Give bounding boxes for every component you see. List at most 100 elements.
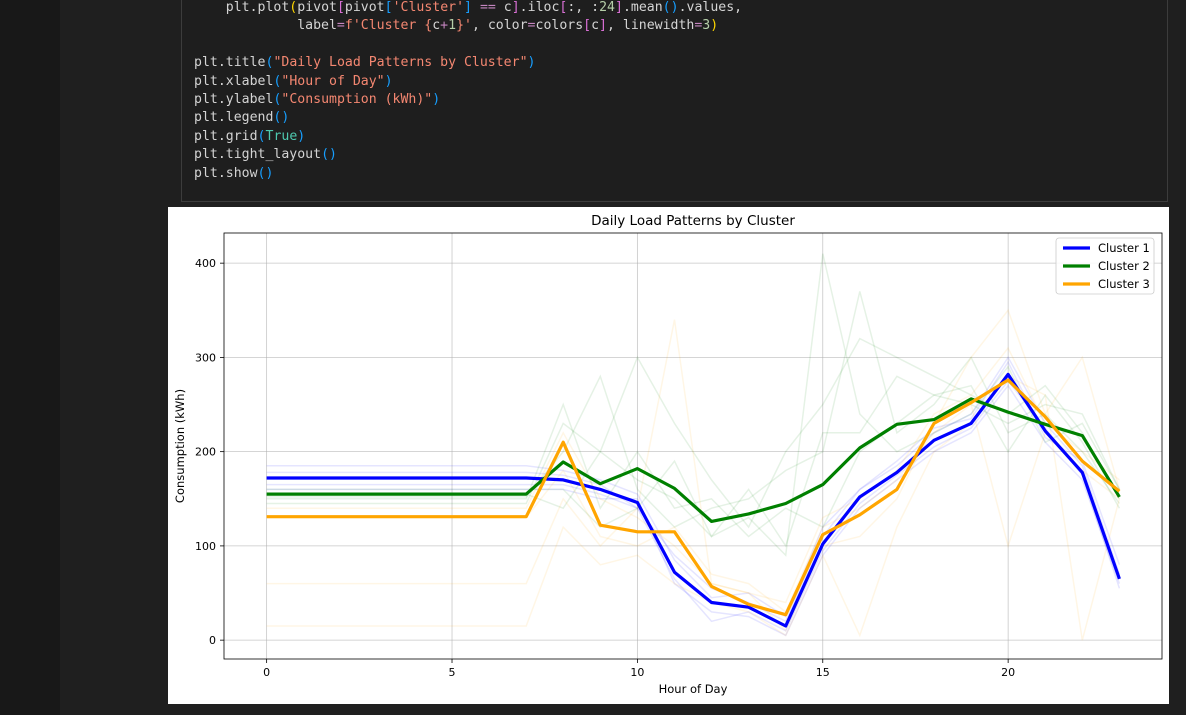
code-token: plot [257, 0, 290, 15]
code-token: ylabel [225, 91, 274, 107]
code-token: 'Cluster' [392, 0, 465, 15]
code-token: True [265, 128, 298, 144]
background-series-line [266, 360, 1121, 618]
background-series-line [266, 346, 1120, 604]
code-token: values, [686, 0, 743, 15]
plot-frame [223, 232, 1163, 660]
legend-label: Cluster 1 [1098, 241, 1150, 255]
code-token: . [217, 55, 226, 71]
code-token: , color [471, 18, 528, 34]
code-token: . [217, 73, 226, 89]
code-token: ( [273, 73, 282, 89]
code-token: ) [432, 91, 441, 107]
code-token: "Consumption (kWh)" [281, 91, 433, 107]
code-token: plt [194, 147, 218, 163]
code-token: . [217, 110, 226, 126]
code-token: . [622, 0, 631, 15]
background-series-line [266, 379, 1121, 632]
code-token: c [495, 0, 512, 15]
code-token: ( [273, 91, 282, 107]
code-token: [ [384, 0, 393, 15]
code-token: tight_layout [225, 147, 322, 163]
x-tick-label: 10 [630, 666, 644, 679]
y-tick-label: 400 [195, 257, 216, 270]
code-token: [ [336, 0, 345, 15]
code-token: . [519, 0, 528, 15]
code-editor[interactable]: plt.plot(pivot[pivot['Cluster'] == c].il… [194, 0, 742, 183]
code-token: colors [535, 18, 584, 34]
code-token: f'Cluster { [344, 18, 433, 34]
code-token: }' [456, 18, 472, 34]
code-token: . [217, 128, 226, 144]
code-token: ) [297, 128, 306, 144]
code-token: . [249, 0, 258, 15]
code-token: == [479, 0, 496, 15]
code-line: plt.ylabel("Consumption (kWh)") [194, 91, 742, 109]
cell-output: 0 5 10 15 20 0 100 200 300 400 Daily Load Patterns… [168, 207, 1169, 704]
code-token: grid [225, 128, 258, 144]
code-token: ) [710, 18, 719, 34]
code-token: c [432, 18, 441, 34]
code-token: 1 [448, 18, 457, 34]
code-token: ) [527, 55, 536, 71]
code-token: = [336, 18, 345, 34]
legend-label: Cluster 2 [1098, 259, 1150, 273]
code-token: = [527, 18, 536, 34]
series-line [266, 397, 1121, 523]
y-tick-label: 300 [195, 351, 216, 364]
code-line: plt.plot(pivot[pivot['Cluster'] == c].il… [194, 0, 742, 17]
background-series-line [266, 308, 1121, 633]
code-token: () [321, 147, 337, 163]
code-token: ] [511, 0, 520, 15]
code-token: plt [194, 73, 218, 89]
x-tick-label: 20 [1001, 666, 1015, 679]
code-token: "Hour of Day" [281, 73, 385, 89]
code-token: ) [384, 73, 393, 89]
code-token: legend [225, 110, 274, 126]
code-token: plt [194, 91, 218, 107]
code-token: "Daily Load Patterns by Cluster" [273, 55, 528, 71]
x-tick-label: 0 [263, 666, 270, 679]
code-token: ( [257, 128, 266, 144]
code-token: [ [559, 0, 568, 15]
background-series-line [266, 291, 1121, 529]
code-token: plt [194, 55, 218, 71]
series-line [266, 378, 1121, 617]
background-series-line [266, 384, 1121, 538]
code-token: plt [194, 0, 250, 15]
x-axis-label: Hour of Day [659, 682, 728, 696]
code-line: plt.grid(True) [194, 128, 742, 146]
code-token: mean [630, 0, 663, 15]
background-series-line [266, 375, 1121, 548]
code-token: ] [464, 0, 472, 15]
code-cell[interactable]: plt.plot(pivot[pivot['Cluster'] == c].il… [181, 0, 1168, 202]
code-token: show [225, 165, 258, 181]
y-tick-label: 200 [195, 446, 216, 459]
code-token: plt [194, 128, 218, 144]
y-axis-label: Consumption (kWh) [173, 389, 187, 503]
series-line [266, 372, 1121, 628]
code-line: plt.show() [194, 165, 742, 183]
y-tick-label: 0 [209, 634, 216, 647]
code-token: title [225, 55, 266, 71]
code-token: :, : [567, 0, 600, 15]
legend-box [1055, 237, 1155, 295]
code-token: ] [615, 0, 623, 15]
code-token: ( [289, 0, 298, 15]
code-token: xlabel [225, 73, 274, 89]
code-token: 24 [599, 0, 615, 15]
code-token: pivot [297, 0, 337, 15]
chart-title: Daily Load Patterns by Cluster [591, 213, 795, 229]
x-tick-label: 5 [449, 666, 456, 679]
background-series-line [266, 355, 1121, 623]
code-token: , linewidth [607, 18, 695, 34]
code-token: () [273, 110, 290, 126]
code-token: + [440, 18, 449, 34]
code-line: label=f'Cluster {c+1}', color=colors[c],… [194, 17, 742, 35]
code-token: = [694, 18, 703, 34]
code-token: plt [194, 110, 218, 126]
code-token: plt [194, 165, 218, 181]
code-token: . [217, 147, 226, 163]
code-token: . [217, 165, 226, 181]
